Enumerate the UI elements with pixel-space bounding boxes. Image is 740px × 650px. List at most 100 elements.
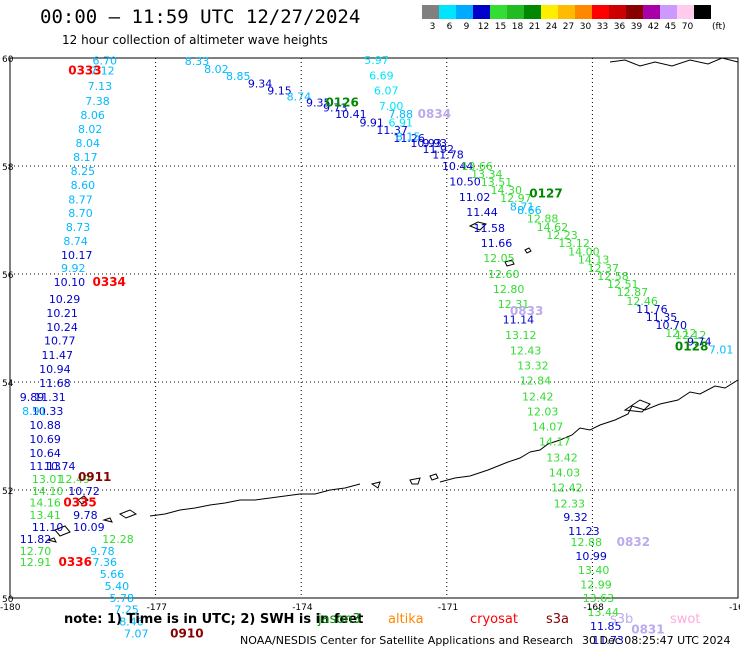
wave-height-value: 8.70 xyxy=(68,207,93,220)
satellite-legend-item: altika xyxy=(388,612,424,627)
wave-height-labels: 6.707.127.137.388.068.028.048.178.258.60… xyxy=(20,54,734,650)
color-swatch xyxy=(558,5,575,19)
wave-height-value: 11.35 xyxy=(646,311,678,324)
wave-height-value: 9.34 xyxy=(248,78,273,91)
wave-height-value: 8.60 xyxy=(71,179,96,192)
wave-height-value: 8.02 xyxy=(78,123,103,136)
wave-height-value: 11.10 xyxy=(32,521,64,534)
wave-height-value: 9.74 xyxy=(687,335,712,348)
wave-height-value: 9.35 xyxy=(306,97,331,110)
pass-time-label: 0832 xyxy=(617,535,650,549)
aleutian-island-a xyxy=(429,473,439,481)
wave-height-value: 9.89 xyxy=(20,391,44,404)
wave-height-value: 10.10 xyxy=(54,276,86,289)
wave-height-value: 8.74 xyxy=(287,91,312,104)
wave-height-value: 11.66 xyxy=(481,237,512,250)
satellite-legend-item: swot xyxy=(670,612,701,627)
lat-tick-label: 58 xyxy=(2,163,14,173)
wave-height-value: 11.47 xyxy=(42,349,73,362)
lon-tick-label: -168 xyxy=(583,603,604,613)
satellite-legend-item: s3a xyxy=(546,612,570,627)
footer-note: note: 1) Time is in UTC; 2) SWH is in fe… xyxy=(64,612,364,627)
wave-height-value: 8.66 xyxy=(517,204,542,217)
wave-height-value: 9.92 xyxy=(61,262,86,275)
color-swatch xyxy=(507,5,524,19)
satellite-legend-item: s3b xyxy=(610,612,634,627)
wave-height-value: 9.15 xyxy=(267,85,292,98)
wave-height-value: 12.12 xyxy=(675,329,707,342)
wave-height-value: 12.23 xyxy=(546,229,578,242)
wave-height-value: 8.73 xyxy=(66,221,91,234)
color-scale-label: 9 xyxy=(463,22,470,32)
color-swatch xyxy=(422,5,439,19)
lat-tick-label: 60 xyxy=(2,55,14,65)
wave-height-value: 8.15 xyxy=(396,131,421,144)
wave-height-value: 11.73 xyxy=(592,634,624,647)
pribilof-island-2 xyxy=(524,247,532,254)
wave-height-value: 13.41 xyxy=(29,509,61,522)
wave-height-value: 11.44 xyxy=(466,206,498,219)
color-swatch xyxy=(524,5,541,19)
wave-height-value: 12.49 xyxy=(59,473,91,486)
wave-height-value: 12.70 xyxy=(20,545,51,558)
pass-time-label: 0126 xyxy=(325,96,358,110)
wave-height-value: 8.17 xyxy=(73,151,98,164)
wave-height-value: 14.10 xyxy=(32,485,64,498)
wave-height-value: 9.78 xyxy=(90,545,115,558)
wave-height-value: 10.72 xyxy=(68,485,100,498)
wave-height-value: 12.11 xyxy=(597,648,629,650)
wave-height-value: 14.30 xyxy=(490,184,521,197)
satellite-legend-item: jason3 xyxy=(318,612,361,627)
wave-height-value: 12.87 xyxy=(617,286,649,299)
lat-tick-label: 50 xyxy=(2,595,14,605)
wave-height-value: 13.32 xyxy=(517,360,549,373)
wave-height-value: 6.07 xyxy=(374,85,399,98)
wave-height-value: 12.12 xyxy=(665,327,697,340)
color-scale-label: 70 xyxy=(681,22,694,32)
aleutian-island-g xyxy=(54,525,71,537)
wave-height-value: 12.88 xyxy=(571,536,603,549)
color-scale-label: 27 xyxy=(562,22,575,32)
wave-height-value: 7.36 xyxy=(93,556,118,569)
color-swatch xyxy=(575,5,592,19)
footer-credit: NOAA/NESDIS Center for Satellite Applica… xyxy=(240,634,574,647)
wave-height-value: 7.07 xyxy=(124,627,149,640)
lon-tick-label: -180 xyxy=(0,603,21,613)
wave-height-value: 8.25 xyxy=(71,165,96,178)
wave-height-value: 14.16 xyxy=(29,497,61,510)
pass-time-label: 0333 xyxy=(68,64,101,78)
wave-height-value: 12.58 xyxy=(597,270,629,283)
wave-height-value: 8.74 xyxy=(63,235,88,248)
wave-height-value: 13.12 xyxy=(558,237,590,250)
wave-height-value: 11.26 xyxy=(393,132,425,145)
color-swatch xyxy=(609,5,626,19)
aleutian-chain-east xyxy=(439,451,531,483)
color-swatch xyxy=(694,5,711,19)
pass-time-label: 0127 xyxy=(529,186,562,200)
wave-height-value: 14.13 xyxy=(578,254,610,267)
wave-height-value: 12.43 xyxy=(510,344,541,357)
coastline xyxy=(46,57,739,543)
wave-height-value: 10.21 xyxy=(46,307,78,320)
wave-height-value: 10.74 xyxy=(44,460,75,473)
color-scale-label: 12 xyxy=(477,22,490,32)
pribilof-island-1 xyxy=(504,259,515,267)
wave-height-value: 12.28 xyxy=(102,533,134,546)
wave-height-value: 8.85 xyxy=(226,70,251,83)
color-swatch xyxy=(439,5,456,19)
color-swatch xyxy=(677,5,694,19)
lat-tick-label: 54 xyxy=(2,379,14,389)
aleutian-island-c xyxy=(370,481,381,489)
wave-height-value: 12.97 xyxy=(500,192,531,205)
wave-height-value: 10.33 xyxy=(32,405,64,418)
aleutian-island-e xyxy=(102,517,113,523)
color-swatch xyxy=(660,5,677,19)
wave-height-value: 11.02 xyxy=(459,191,491,204)
alaska-peninsula xyxy=(529,379,739,453)
wave-height-value: 10.64 xyxy=(29,447,61,460)
wave-height-value: 5.40 xyxy=(105,580,130,593)
wave-height-value: 10.93 xyxy=(410,137,442,150)
wave-height-value: 10.41 xyxy=(335,108,367,121)
wave-height-value: 13.63 xyxy=(583,592,615,605)
